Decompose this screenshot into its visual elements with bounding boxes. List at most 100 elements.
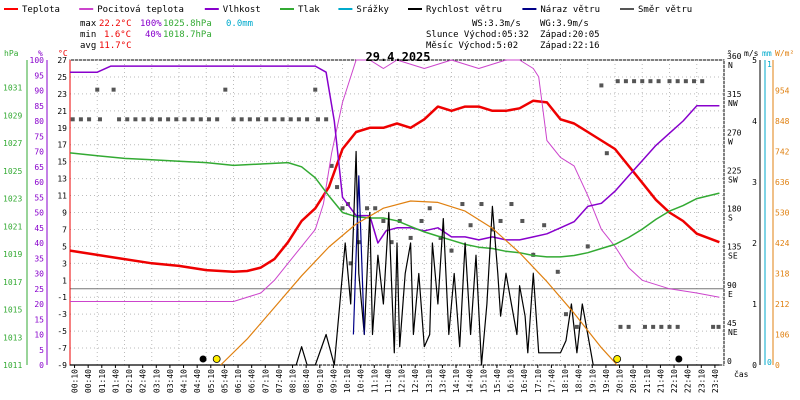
- wind-dir-point: [247, 117, 252, 122]
- sun-rise-icon: [212, 355, 221, 363]
- x-tick-label: 13:10: [425, 369, 434, 393]
- x-tick-label: 16:40: [520, 369, 529, 393]
- hum-tick-label: 100: [30, 56, 45, 65]
- x-tick-label: 19:40: [602, 369, 611, 393]
- temp-tick-label: 21: [57, 107, 67, 116]
- x-tick-label: 23:40: [711, 369, 720, 393]
- wind-tick-label: 2: [752, 239, 757, 248]
- wind-dir-point: [315, 117, 320, 122]
- x-tick-label: 16:10: [507, 369, 516, 393]
- dir-tick-label: 90: [727, 281, 737, 290]
- x-tick-label: 21:10: [643, 369, 652, 393]
- wind-dir-point: [198, 117, 203, 122]
- legend-entry: Teplota: [4, 5, 60, 15]
- wind-dir-point: [599, 83, 604, 88]
- hum-tick-label: 75: [34, 132, 44, 141]
- x-tick-label: 21:40: [656, 369, 665, 393]
- series-line-wind: [70, 150, 720, 366]
- solar-tick-label: 848: [775, 117, 790, 126]
- temp-tick-label: -7: [57, 344, 67, 353]
- temp-tick-label: 1: [62, 276, 67, 285]
- stat-max-label: max: [80, 19, 97, 29]
- x-tick-label: 05:10: [207, 369, 216, 393]
- wind-dir-point: [125, 117, 130, 122]
- legend-label: Pocitová teplota: [97, 5, 184, 15]
- wind-dir-point: [324, 117, 329, 122]
- x-tick-label: 08:10: [289, 369, 298, 393]
- press-tick-label: 1031: [3, 84, 22, 93]
- wind-dir-point: [365, 206, 370, 211]
- stat-avg-temp: 11.7°C: [99, 41, 132, 51]
- series-line-solar: [220, 200, 618, 366]
- wind-dir-point: [381, 218, 386, 223]
- hum-tick-label: 60: [34, 178, 44, 187]
- dir-tick-label: 0: [727, 357, 732, 366]
- x-tick-label: 12:10: [398, 369, 407, 393]
- wind-dir-point: [509, 202, 514, 207]
- wind-dir-point: [78, 117, 83, 122]
- wind-dir-point: [348, 261, 353, 266]
- wind-dir-point: [95, 87, 100, 92]
- wind-dir-point: [563, 312, 568, 317]
- wind-tick-label: 5: [752, 56, 757, 65]
- stat-moon-rise: Měsíc Východ:5:02: [426, 41, 518, 51]
- temp-tick-label: 13: [57, 175, 67, 184]
- stat-wg: WG:3.9m/s: [540, 19, 589, 29]
- x-tick-label: 11:40: [384, 369, 393, 393]
- legend-entry: Pocitová teplota: [79, 5, 184, 15]
- dir-compass-label: S: [728, 214, 733, 223]
- x-tick-label: 19:10: [588, 369, 597, 393]
- stat-min-press: 1018.7hPa: [163, 30, 212, 40]
- wind-dir-point: [389, 240, 394, 245]
- hum-tick-label: 40: [34, 239, 44, 248]
- stat-max-temp: 22.2°C: [99, 19, 132, 29]
- legend-label: Teplota: [22, 5, 60, 15]
- temp-tick-label: 25: [57, 73, 67, 82]
- press-tick-label: 1021: [3, 222, 22, 231]
- wind-dir-point: [667, 324, 672, 329]
- x-tick-label: 18:10: [561, 369, 570, 393]
- stat-sun-rise: Slunce Východ:05:32: [426, 30, 529, 40]
- wind-dir-point: [585, 244, 590, 249]
- stat-sun-set: Západ:20:05: [540, 30, 600, 40]
- wind-dir-point: [117, 117, 122, 122]
- dir-compass-label: E: [728, 290, 733, 299]
- x-tick-label: 04:10: [180, 369, 189, 393]
- x-tick-label: 03:10: [152, 369, 161, 393]
- dir-compass-label: W: [728, 137, 733, 146]
- legend-label: Náraz větru: [540, 5, 600, 15]
- dir-tick-label: 360: [727, 52, 742, 61]
- wind-dir-point: [305, 117, 310, 122]
- solar-tick-label: 212: [775, 300, 790, 309]
- wind-tick-label: 0: [752, 361, 757, 370]
- solar-tick-label: 318: [775, 270, 790, 279]
- wind-dir-point: [555, 269, 560, 274]
- hum-tick-label: 45: [34, 224, 44, 233]
- dir-tick-label: 180: [727, 205, 742, 214]
- hum-tick-label: 85: [34, 102, 44, 111]
- x-tick-label: 15:10: [479, 369, 488, 393]
- dir-tick-label: 135: [727, 243, 742, 252]
- wind-dir-point: [133, 117, 138, 122]
- x-tick-label: 08:40: [302, 369, 311, 393]
- wind-dir-point: [157, 117, 162, 122]
- legend-entry: Rychlost větru: [408, 5, 502, 15]
- x-tick-label: 09:10: [316, 369, 325, 393]
- hum-tick-label: 20: [34, 300, 44, 309]
- wind-dir-point: [675, 324, 680, 329]
- wind-dir-point: [87, 117, 92, 122]
- wind-dir-point: [296, 117, 301, 122]
- solar-tick-label: 636: [775, 178, 790, 187]
- press-unit-label: hPa: [4, 49, 19, 58]
- series-line-gust: [352, 175, 365, 335]
- legend-entry: Vlhkost: [204, 5, 261, 15]
- temp-tick-label: 27: [57, 56, 67, 65]
- x-tick-label: 09:40: [329, 369, 338, 393]
- wind-dir-point: [141, 117, 146, 122]
- dir-tick-label: 225: [727, 166, 742, 175]
- wind-dir-point: [711, 324, 716, 329]
- wind-dir-point: [97, 117, 102, 122]
- x-tick-label: 17:40: [547, 369, 556, 393]
- wind-tick-label: 3: [752, 178, 757, 187]
